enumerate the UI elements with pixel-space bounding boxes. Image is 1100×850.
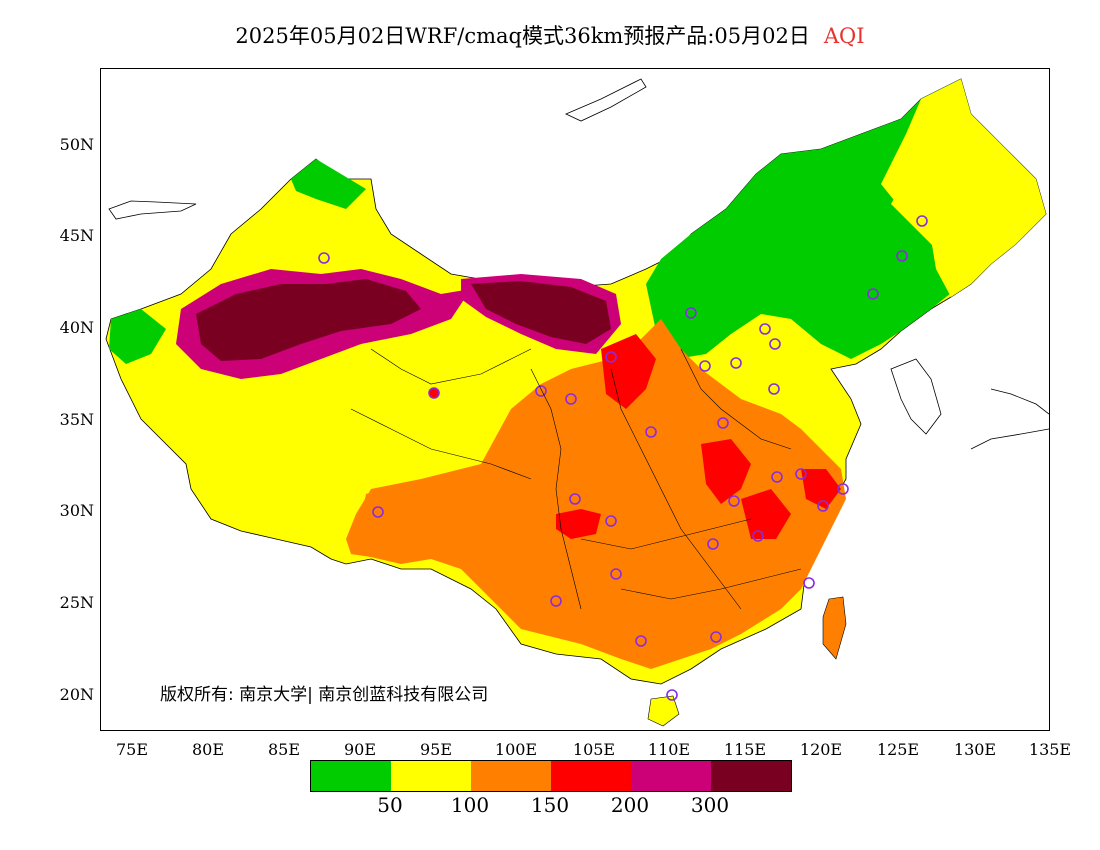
legend-tick-200: 200 (610, 793, 650, 817)
station-marker (730, 357, 742, 369)
lon-label-130e: 130E (953, 740, 997, 759)
station-marker (605, 351, 617, 363)
lat-label-20n: 20N (59, 685, 94, 704)
station-marker (867, 288, 879, 300)
lat-label-40n: 40N (59, 318, 94, 337)
caspian-coast (108, 200, 197, 220)
title-variable: AQI (823, 24, 865, 48)
tibet-orange-band (361, 474, 496, 549)
legend-swatch-hazardous (711, 761, 791, 791)
hainan (647, 695, 680, 727)
legend-tick-100: 100 (450, 793, 490, 817)
station-marker (717, 417, 729, 429)
station-marker (752, 530, 764, 542)
legend-tick-50: 50 (377, 793, 403, 817)
xinjiang-green-tip (109, 309, 166, 364)
station-marker (728, 495, 740, 507)
altay-green (291, 159, 366, 209)
japan-coast (970, 388, 1050, 450)
station-marker (535, 385, 547, 397)
station-marker (707, 538, 719, 550)
station-marker (768, 383, 780, 395)
station-marker (803, 577, 815, 589)
lon-label-125e: 125E (876, 740, 920, 759)
lon-label-120e: 120E (799, 740, 843, 759)
station-marker (759, 323, 771, 335)
aqi-map (105, 78, 1050, 727)
lon-label-100e: 100E (494, 740, 538, 759)
station-marker (685, 307, 697, 319)
heilongjiang-yellow (881, 79, 1046, 297)
station-markers (318, 215, 928, 701)
station-marker (817, 500, 829, 512)
station-marker (771, 471, 783, 483)
legend-swatch-good (311, 761, 391, 791)
station-marker (795, 468, 807, 480)
aqi-color-legend (310, 760, 792, 792)
lat-label-50n: 50N (59, 135, 94, 154)
lon-label-85e: 85E (267, 740, 301, 759)
anhui-red (741, 489, 791, 539)
lon-label-105e: 105E (572, 740, 616, 759)
lon-label-95e: 95E (419, 740, 453, 759)
legend-tick-300: 300 (690, 793, 730, 817)
jiangsu-red (801, 469, 841, 509)
station-marker (699, 360, 711, 372)
lake-baikal (565, 78, 647, 122)
station-marker (569, 493, 581, 505)
legend-tick-150: 150 (530, 793, 570, 817)
lat-label-35n: 35N (59, 410, 94, 429)
province-boundaries (350, 348, 802, 610)
legend-swatch-very-unhealthy (631, 761, 711, 791)
station-marker (837, 483, 849, 495)
lon-label-80e: 80E (191, 740, 225, 759)
title-main: 2025年05月02日WRF/cmaq模式36km预报产品:05月02日 (235, 24, 810, 48)
station-marker (710, 631, 722, 643)
station-marker (666, 689, 678, 701)
lon-label-110e: 110E (647, 740, 691, 759)
station-marker (428, 387, 440, 399)
station-marker (550, 595, 562, 607)
station-marker (645, 426, 657, 438)
northeast-china-green (646, 79, 971, 359)
lon-label-90e: 90E (343, 740, 377, 759)
station-marker (318, 252, 330, 264)
station-marker (605, 515, 617, 527)
map-frame (100, 68, 1050, 731)
station-marker (769, 338, 781, 350)
lat-label-45n: 45N (59, 226, 94, 245)
central-south-orange (346, 319, 846, 669)
hubei-red (701, 439, 751, 504)
lon-label-75e: 75E (115, 740, 149, 759)
lat-label-30n: 30N (59, 501, 94, 520)
gobi-hazardous-core (471, 281, 611, 344)
sichuan-red (556, 509, 601, 539)
legend-swatch-unhealthy-sensitive (471, 761, 551, 791)
station-marker (916, 215, 928, 227)
legend-swatch-unhealthy (551, 761, 631, 791)
station-marker (610, 568, 622, 580)
korea-coast (890, 358, 942, 435)
tarim-hazardous-core (196, 279, 421, 361)
lat-label-25n: 25N (59, 593, 94, 612)
station-marker (635, 635, 647, 647)
lon-label-135e: 135E (1028, 740, 1072, 759)
copyright-text: 版权所有: 南京大学| 南京创蓝科技有限公司 (160, 685, 489, 705)
map-title: 2025年05月02日WRF/cmaq模式36km预报产品:05月02日 AQI (0, 20, 1100, 50)
station-marker (565, 393, 577, 405)
legend-swatch-moderate (391, 761, 471, 791)
station-marker (896, 250, 908, 262)
taiwan (822, 596, 847, 660)
station-marker (372, 506, 384, 518)
lon-label-115e: 115E (723, 740, 767, 759)
